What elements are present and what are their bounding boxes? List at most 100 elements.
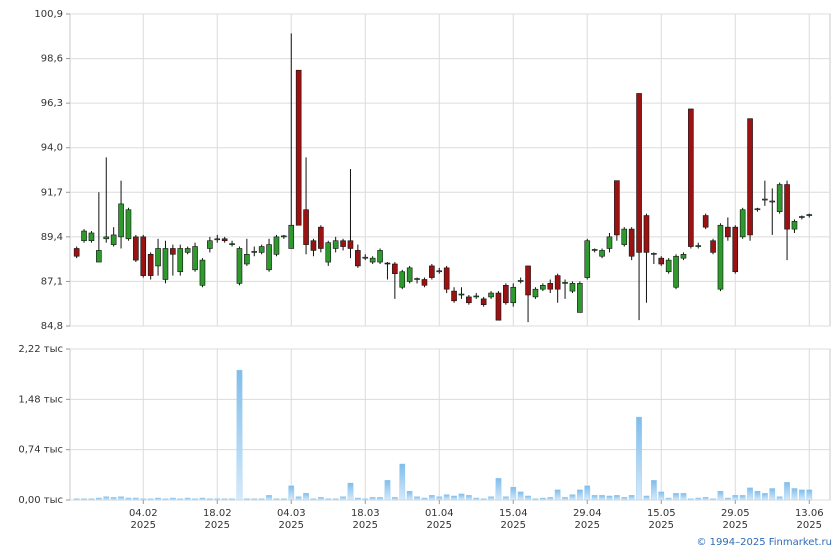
- volume-bar: [732, 495, 739, 501]
- candle-body: [665, 259, 672, 273]
- candle-body: [762, 198, 768, 201]
- x-tick-label: 04.02: [129, 508, 158, 519]
- candle-body: [599, 250, 605, 257]
- volume-bar: [769, 488, 776, 501]
- candle-body: [406, 267, 413, 282]
- x-tick-label: 2025: [723, 520, 748, 531]
- candle-body: [695, 245, 702, 247]
- volume-bar: [236, 369, 243, 501]
- volume-bar: [606, 495, 613, 501]
- y-tick-label: 91,7: [41, 187, 63, 198]
- candle-body: [155, 248, 161, 267]
- volume-bar: [170, 497, 176, 501]
- volume-bar: [754, 491, 761, 501]
- volume-bar: [503, 496, 509, 501]
- volume-bar: [599, 495, 605, 501]
- candle-body: [799, 216, 805, 218]
- volume-bar: [295, 496, 302, 501]
- candle-body: [480, 298, 487, 305]
- volume-bar: [303, 493, 309, 501]
- candle-body: [776, 184, 783, 212]
- candle-body: [443, 267, 450, 290]
- volume-bar: [310, 498, 317, 501]
- candle-body: [584, 240, 591, 278]
- volume-bar: [162, 498, 169, 501]
- candle-body: [429, 265, 435, 278]
- volume-bar: [658, 491, 665, 501]
- candle-body: [340, 240, 346, 247]
- candle-body: [88, 232, 95, 242]
- volume-bar: [532, 498, 539, 501]
- volume-bar: [155, 497, 161, 501]
- volume-bar: [710, 498, 716, 501]
- candle-body: [458, 293, 465, 296]
- x-tick-label: 29.05: [721, 508, 750, 519]
- candle-body: [451, 290, 457, 302]
- y-tick-label: 2,22 тыс: [18, 344, 63, 355]
- candle-body: [325, 242, 332, 263]
- candle-body: [725, 226, 731, 238]
- y-tick-label: 0,74 тыс: [18, 445, 63, 456]
- x-tick-label: 2025: [131, 520, 156, 531]
- volume-bar: [207, 498, 213, 501]
- candle-body: [784, 184, 790, 230]
- candle-body: [207, 240, 213, 249]
- candle-body: [495, 292, 502, 321]
- candle-body: [244, 253, 250, 265]
- y-tick-label: 0,00 тыс: [18, 495, 63, 506]
- volume-bar: [480, 498, 487, 501]
- candle-body: [717, 224, 724, 290]
- candle-body: [347, 240, 354, 249]
- candle-body: [288, 224, 295, 249]
- candle-body: [628, 228, 635, 257]
- candle-body: [273, 236, 280, 255]
- candle-body: [554, 275, 561, 290]
- volume-bar: [384, 480, 391, 501]
- x-tick-label: 18.02: [203, 508, 232, 519]
- candle-body: [281, 235, 287, 238]
- candle-body: [362, 256, 369, 259]
- candle-body: [806, 214, 813, 216]
- volume-bar: [584, 485, 591, 501]
- candle-body: [140, 236, 147, 276]
- candle-body: [310, 240, 317, 251]
- volume-bar: [784, 482, 790, 501]
- candle-body: [747, 118, 753, 236]
- x-tick-label: 15.05: [647, 508, 676, 519]
- volume-bar: [399, 463, 406, 501]
- volume-bar: [473, 497, 480, 501]
- volume-bar: [81, 498, 87, 501]
- volume-bar: [643, 495, 650, 501]
- volume-bar: [776, 496, 783, 501]
- volume-bar: [244, 498, 250, 501]
- volume-bar: [547, 497, 554, 501]
- volume-bar: [806, 489, 813, 501]
- volume-bar: [429, 495, 435, 501]
- volume-bar: [184, 497, 191, 501]
- candle-body: [732, 226, 739, 273]
- volume-bar: [540, 497, 546, 501]
- volume-bar: [392, 497, 398, 501]
- candle-body: [221, 238, 228, 242]
- volume-bar: [147, 498, 154, 501]
- candle-body: [525, 265, 531, 296]
- x-tick-label: 2025: [279, 520, 304, 531]
- candle-body: [125, 209, 132, 240]
- volume-bar: [229, 498, 235, 501]
- candle-body: [332, 240, 339, 249]
- candle-body: [503, 285, 509, 304]
- candle-body: [473, 295, 480, 298]
- candle-body: [791, 221, 798, 230]
- volume-bar: [517, 491, 524, 501]
- candle-body: [769, 200, 776, 203]
- volume-bar: [651, 480, 657, 501]
- volume-bar: [762, 493, 768, 501]
- volume-bar: [569, 494, 576, 501]
- candle-body: [103, 236, 110, 240]
- candle-body: [392, 263, 398, 274]
- volume-bar: [73, 498, 80, 501]
- candle-body: [739, 209, 746, 238]
- volume-bar: [110, 497, 117, 501]
- candle-body: [643, 215, 650, 253]
